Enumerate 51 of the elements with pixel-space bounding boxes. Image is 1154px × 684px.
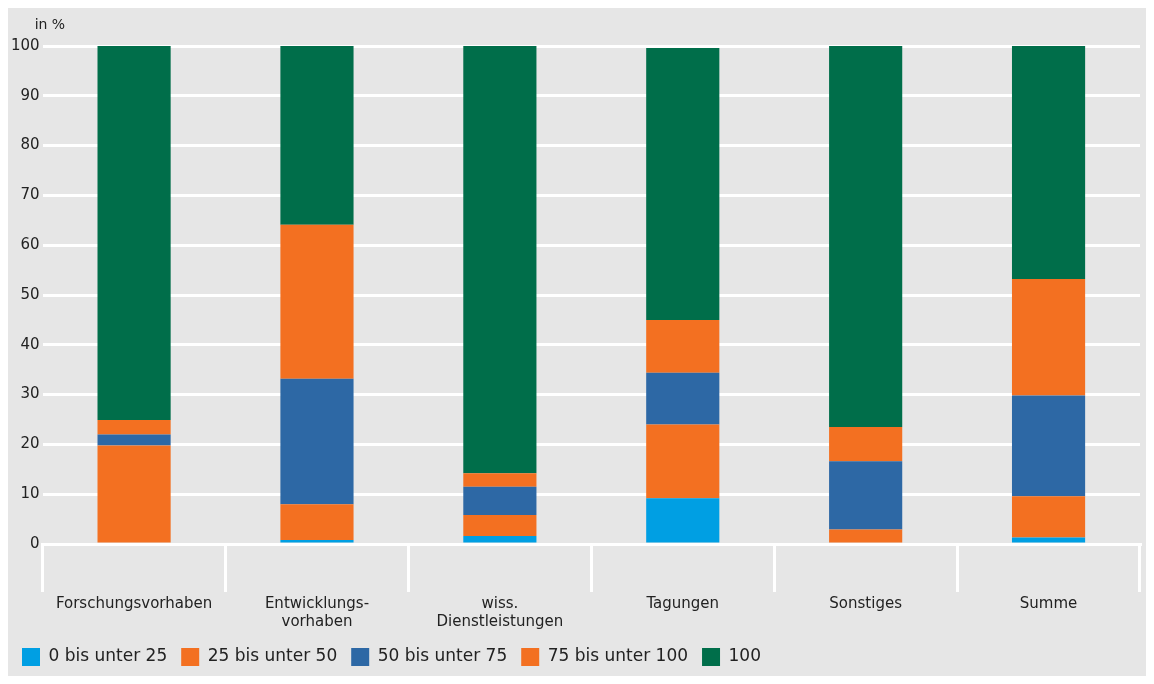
bar bbox=[463, 536, 537, 543]
bar bbox=[1011, 537, 1086, 543]
legend-label: 0 bis unter 25 bbox=[48, 645, 168, 666]
bar bbox=[97, 420, 171, 435]
x-tick-label: Sonstiges bbox=[829, 593, 903, 612]
bar bbox=[463, 46, 537, 474]
bar bbox=[1011, 496, 1086, 538]
bar bbox=[829, 461, 903, 530]
y-tick-label: 100 bbox=[10, 35, 40, 54]
bar bbox=[646, 372, 720, 425]
bar bbox=[1011, 395, 1086, 497]
bar bbox=[1011, 46, 1086, 280]
y-tick-label: 80 bbox=[20, 135, 40, 154]
x-tick-label: Summe bbox=[1019, 593, 1078, 612]
bar bbox=[463, 515, 537, 537]
bar bbox=[646, 424, 720, 499]
y-axis-title: in % bbox=[34, 15, 66, 32]
x-tick-label: Entwicklungs- vorhaben bbox=[264, 593, 370, 630]
bar bbox=[463, 473, 537, 487]
legend-label: 100 bbox=[728, 645, 761, 666]
bar bbox=[646, 47, 720, 320]
bar bbox=[97, 46, 171, 420]
bar bbox=[97, 434, 171, 446]
bar bbox=[1011, 279, 1086, 396]
bar bbox=[646, 498, 720, 543]
bar bbox=[829, 426, 903, 462]
y-tick-label: 50 bbox=[20, 284, 40, 303]
legend-label: 25 bis unter 50 bbox=[207, 645, 338, 666]
y-tick-label: 60 bbox=[20, 235, 40, 254]
legend-label: 75 bis unter 100 bbox=[547, 645, 689, 666]
y-tick-label: 40 bbox=[20, 334, 40, 353]
y-tick-label: 0 bbox=[30, 533, 40, 552]
x-tick-label: Tagungen bbox=[645, 593, 720, 612]
x-tick-label: wiss. Dienstleistungen bbox=[436, 593, 564, 630]
y-tick-label: 70 bbox=[20, 185, 40, 204]
bar bbox=[280, 224, 354, 379]
y-tick-label: 90 bbox=[20, 85, 40, 104]
bar bbox=[280, 378, 354, 505]
y-tick-label: 10 bbox=[20, 484, 40, 503]
bar bbox=[280, 540, 354, 543]
bar bbox=[463, 486, 537, 516]
bar bbox=[829, 529, 903, 543]
bar bbox=[646, 319, 720, 373]
bar bbox=[97, 445, 171, 543]
y-tick-label: 30 bbox=[20, 384, 40, 403]
bar bbox=[280, 504, 354, 541]
legend-label: 50 bis unter 75 bbox=[377, 645, 508, 666]
bar bbox=[280, 46, 354, 225]
bar bbox=[829, 46, 903, 427]
x-tick-label: Forschungsvorhaben bbox=[55, 593, 213, 612]
y-tick-label: 20 bbox=[20, 434, 40, 453]
